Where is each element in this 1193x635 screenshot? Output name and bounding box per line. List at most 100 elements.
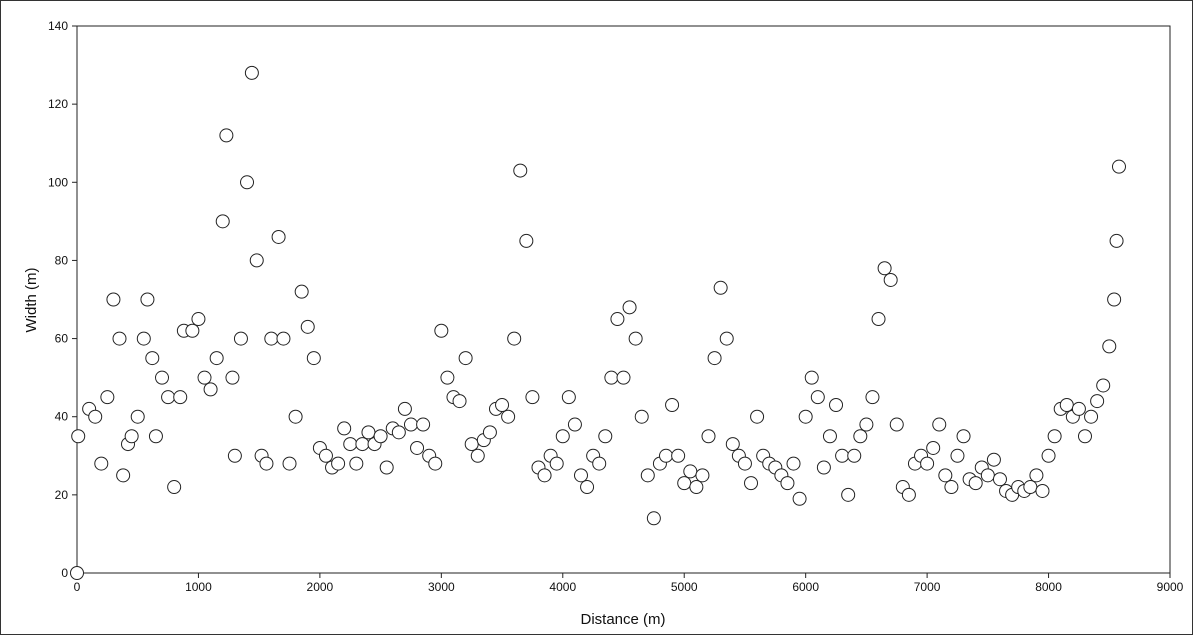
point: [871, 312, 886, 327]
point: [573, 468, 588, 483]
point: [249, 253, 264, 268]
point: [464, 437, 479, 452]
point: [713, 280, 728, 295]
point: [349, 456, 364, 471]
point: [901, 487, 916, 502]
point: [71, 429, 86, 444]
point: [883, 272, 898, 287]
point: [470, 448, 485, 463]
y-axis-label: Width (m): [23, 268, 40, 333]
point: [112, 331, 127, 346]
point: [145, 351, 160, 366]
point: [173, 390, 188, 405]
point: [318, 448, 333, 463]
point: [537, 468, 552, 483]
x-tick-label: 1000: [185, 580, 212, 594]
point: [841, 487, 856, 502]
point: [737, 456, 752, 471]
point: [161, 390, 176, 405]
point: [665, 397, 680, 412]
point: [501, 409, 516, 424]
point: [932, 417, 947, 432]
point: [786, 456, 801, 471]
point: [148, 429, 163, 444]
point: [288, 409, 303, 424]
point: [804, 370, 819, 385]
point: [1047, 429, 1062, 444]
point: [70, 566, 84, 580]
y-tick-label: 100: [48, 175, 68, 189]
point: [744, 476, 759, 491]
point: [337, 421, 352, 436]
point: [1107, 292, 1122, 307]
point: [343, 437, 358, 452]
point: [810, 390, 825, 405]
point: [519, 233, 534, 248]
point: [116, 468, 131, 483]
point: [482, 425, 497, 440]
y-tick-label: 60: [55, 332, 69, 346]
point: [822, 429, 837, 444]
y-tick-label: 40: [55, 410, 69, 424]
point: [986, 452, 1001, 467]
point: [1035, 483, 1050, 498]
point: [88, 409, 103, 424]
point: [640, 468, 655, 483]
x-tick-label: 2000: [307, 580, 334, 594]
point: [646, 511, 661, 526]
point: [567, 417, 582, 432]
point: [276, 331, 291, 346]
point: [361, 425, 376, 440]
point: [331, 456, 346, 471]
point: [271, 229, 286, 244]
point: [306, 351, 321, 366]
point: [1096, 378, 1111, 393]
point: [428, 456, 443, 471]
point: [750, 409, 765, 424]
point: [695, 468, 710, 483]
point: [1071, 401, 1086, 416]
point: [622, 300, 637, 315]
point: [598, 429, 613, 444]
point: [203, 382, 218, 397]
point: [616, 370, 631, 385]
point: [225, 370, 240, 385]
point: [140, 292, 155, 307]
y-tick-label: 0: [61, 566, 68, 580]
point: [707, 351, 722, 366]
y-tick-label: 120: [48, 97, 68, 111]
point: [282, 456, 297, 471]
point: [373, 429, 388, 444]
point: [938, 468, 953, 483]
point: [610, 312, 625, 327]
point: [877, 261, 892, 276]
point: [816, 460, 831, 475]
y-tick-label: 20: [55, 488, 69, 502]
x-tick-label: 0: [74, 580, 81, 594]
point: [495, 397, 510, 412]
point: [397, 401, 412, 416]
point: [458, 351, 473, 366]
point: [604, 370, 619, 385]
point: [944, 480, 959, 495]
point: [209, 351, 224, 366]
point: [780, 476, 795, 491]
point: [136, 331, 151, 346]
point: [391, 425, 406, 440]
point: [294, 284, 309, 299]
point: [379, 460, 394, 475]
point: [452, 394, 467, 409]
point: [561, 390, 576, 405]
point: [865, 390, 880, 405]
point: [792, 491, 807, 506]
point: [215, 214, 230, 229]
point: [1059, 397, 1074, 412]
point: [513, 163, 528, 178]
point: [950, 448, 965, 463]
point: [835, 448, 850, 463]
point: [240, 175, 255, 190]
x-tick-label: 6000: [792, 580, 819, 594]
point: [264, 331, 279, 346]
